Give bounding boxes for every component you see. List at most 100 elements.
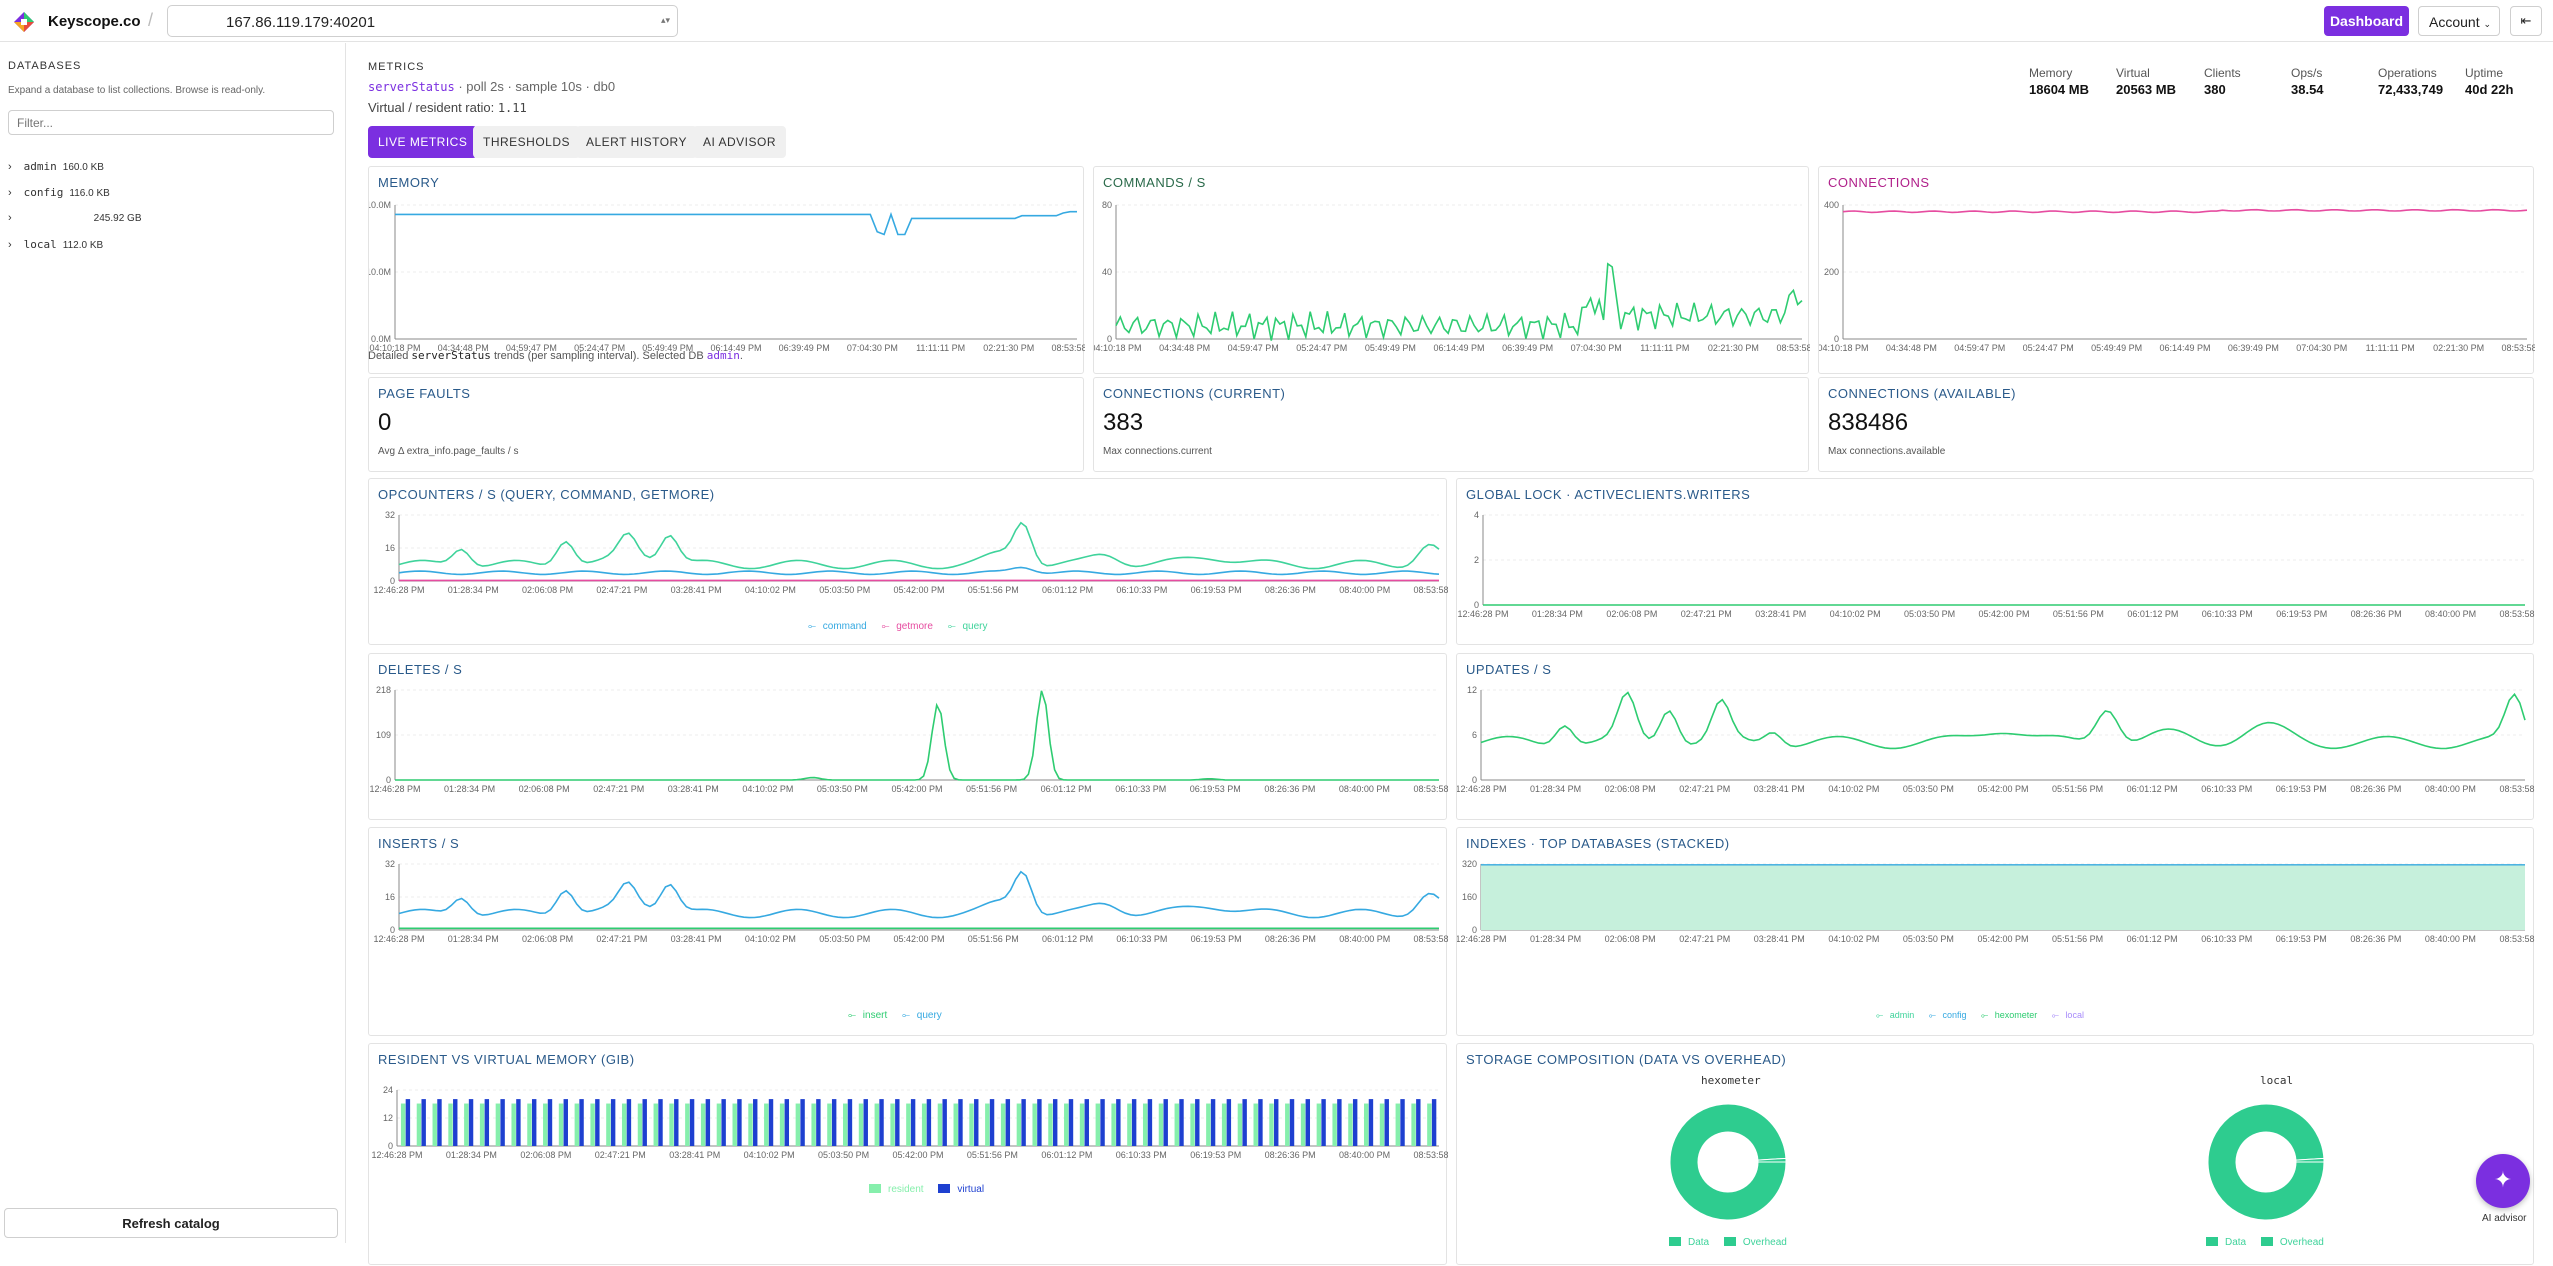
- virtual-bar: [1416, 1099, 1421, 1146]
- x-tick-label: 06:19:53 PM: [2276, 609, 2327, 619]
- x-tick-label: 03:28:41 PM: [671, 585, 722, 595]
- x-tick-label: 02:06:08 PM: [1605, 784, 1656, 794]
- resident-bar: [1379, 1103, 1385, 1146]
- x-tick-label: 08:26:36 PM: [1265, 934, 1316, 944]
- legend-label: query: [962, 621, 988, 632]
- legend-item-getmore[interactable]: ⟜ getmore: [881, 621, 933, 632]
- pie-slice-data: [1669, 1103, 1787, 1221]
- stat-value: 20563 MB: [2116, 82, 2176, 97]
- x-tick-label: 02:47:21 PM: [1681, 609, 1732, 619]
- ai-advisor-caption: AI advisor: [2482, 1213, 2527, 1224]
- legend-item-admin[interactable]: ⟜ admin: [1876, 1010, 1915, 1020]
- updates-series-line: [1480, 691, 2526, 750]
- stat-ops: Ops/s 38.54: [2291, 66, 2324, 97]
- x-tick-label: 01:28:34 PM: [1532, 609, 1583, 619]
- virtual-bar: [1258, 1099, 1263, 1146]
- x-tick-label: 03:28:41 PM: [671, 934, 722, 944]
- x-tick-label: 05:42:00 PM: [893, 585, 944, 595]
- virtual-bar: [1400, 1099, 1405, 1146]
- virtual-bar: [610, 1099, 616, 1146]
- legend-item-config[interactable]: ⟜ config: [1928, 1010, 1967, 1020]
- x-tick-label: 06:14:49 PM: [710, 343, 761, 353]
- virtual-bar: [1068, 1099, 1074, 1146]
- legend-item-virtual[interactable]: virtual: [938, 1184, 988, 1195]
- resident-bar: [1048, 1103, 1053, 1146]
- logout-icon[interactable]: ⇤: [2510, 6, 2542, 36]
- virtual-bar: [1384, 1099, 1389, 1146]
- virtual-bar: [468, 1099, 474, 1146]
- virtual-bar: [1021, 1099, 1026, 1146]
- selected-db-link[interactable]: admin: [706, 349, 740, 362]
- virtual-bar: [1084, 1099, 1089, 1146]
- x-tick-label: 05:42:00 PM: [1977, 784, 2028, 794]
- resident-bar: [590, 1103, 595, 1146]
- account-menu-button[interactable]: Account ⌄: [2418, 6, 2500, 36]
- virtual-bar: [500, 1099, 505, 1146]
- ratio-value: 1.11: [497, 101, 527, 115]
- database-item-local[interactable]: › local 112.0 KB: [8, 238, 104, 251]
- x-tick-label: 04:10:02 PM: [1828, 784, 1879, 794]
- database-filter-input[interactable]: [8, 110, 334, 135]
- legend-item-hexometer[interactable]: ⟜ hexometer: [1980, 1010, 2038, 1020]
- connection-select[interactable]: 167.86.119.179:40201 ▴▾: [167, 5, 678, 37]
- commands-chart: 80 40 004:10:18 PM 04:34:48 PM 04:59:47 PM 05…: [1094, 200, 1810, 353]
- x-tick-label: 05:24:47 PM: [1296, 343, 1347, 353]
- resident-bar: [811, 1103, 816, 1146]
- x-tick-label: 05:03:50 PM: [819, 585, 870, 595]
- updates-chart: 12 6 012:46:28 PM 01:28:34 PM 02:06:08 PM 02:…: [1457, 685, 2535, 794]
- x-tick-label: 05:03:50 PM: [1903, 784, 1954, 794]
- y-tick-label: 10.0M: [369, 267, 391, 277]
- x-tick-label: 04:10:18 PM: [1819, 343, 1869, 353]
- x-tick-label: 12:46:28 PM: [1457, 934, 1507, 944]
- x-tick-label: 01:28:34 PM: [1530, 934, 1581, 944]
- kpi-page-faults: PAGE FAULTS 0 Avg Δ extra_info.page_faul…: [368, 377, 1084, 472]
- virtual-bar: [1210, 1099, 1216, 1146]
- y-tick-label: 0: [390, 925, 395, 935]
- tab-live-metrics[interactable]: LIVE METRICS: [368, 126, 478, 158]
- database-item-redacted[interactable]: › 245.92 GB: [8, 212, 142, 224]
- legend-item-local[interactable]: ⟜ local: [2051, 1010, 2084, 1020]
- chart-legend: resident virtual: [865, 1184, 992, 1195]
- resident-virtual-chart: 24 12 012:46:28 PM 01:28:34 PM 02:06:08 PM 02…: [371, 1085, 1448, 1160]
- chart-title: DELETES / S: [378, 662, 463, 677]
- resident-bar: [1253, 1103, 1258, 1146]
- virtual-bar: [737, 1099, 742, 1146]
- resident-bar: [495, 1103, 501, 1146]
- brand-name[interactable]: Keyscope.co: [48, 13, 141, 30]
- virtual-bar: [1352, 1099, 1358, 1146]
- virtual-bar: [1305, 1099, 1311, 1146]
- virtual-bar: [942, 1099, 947, 1146]
- tab-alert-history[interactable]: ALERT HISTORY: [576, 126, 697, 158]
- dashboard-button[interactable]: Dashboard: [2324, 6, 2409, 36]
- legend-item-query[interactable]: ⟜ query: [902, 1010, 942, 1021]
- legend-item-command[interactable]: ⟜ command: [808, 621, 867, 632]
- note-text: .: [739, 350, 743, 362]
- legend-label: resident: [888, 1184, 924, 1195]
- refresh-catalog-button[interactable]: Refresh catalog: [4, 1208, 338, 1238]
- legend-item-resident[interactable]: resident: [869, 1184, 928, 1195]
- database-size: 160.0 KB: [62, 162, 104, 173]
- chevron-down-icon: ⌄: [2483, 19, 2492, 29]
- chart-legend: ⟜ admin ⟜ config ⟜ hexometer ⟜ local: [1872, 1010, 2092, 1021]
- legend-item-insert[interactable]: ⟜ insert: [848, 1010, 888, 1021]
- x-tick-label: 04:34:48 PM: [1159, 343, 1210, 353]
- y-tick-label: 80: [1102, 200, 1112, 210]
- sparkle-icon[interactable]: ✦: [2476, 1154, 2530, 1208]
- resident-bar: [527, 1103, 532, 1146]
- kpi-value: 838486: [1828, 409, 1909, 436]
- x-tick-label: 02:06:08 PM: [519, 784, 570, 794]
- y-tick-label: 200: [1824, 267, 1839, 277]
- sidebar-help: Expand a database to list collections. B…: [8, 85, 266, 96]
- database-item-config[interactable]: › config 116.0 KB: [8, 186, 110, 199]
- x-tick-label: 12:46:28 PM: [373, 585, 424, 595]
- resident-bar: [748, 1103, 753, 1146]
- y-tick-label: 0: [1834, 334, 1839, 344]
- database-item-admin[interactable]: › admin 160.0 KB: [8, 160, 104, 173]
- chart-card-deletes: DELETES / S 218 109 0 12:46:28 PM 01:28:34 P…: [368, 653, 1448, 820]
- tab-ai-advisor[interactable]: AI ADVISOR: [693, 126, 787, 158]
- legend-label: getmore: [896, 621, 933, 632]
- y-tick-label: 109: [376, 730, 391, 740]
- legend-item-query[interactable]: ⟜ query: [947, 621, 988, 632]
- tab-thresholds[interactable]: THRESHOLDS: [473, 126, 581, 158]
- x-tick-label: 06:01:12 PM: [1041, 1150, 1092, 1160]
